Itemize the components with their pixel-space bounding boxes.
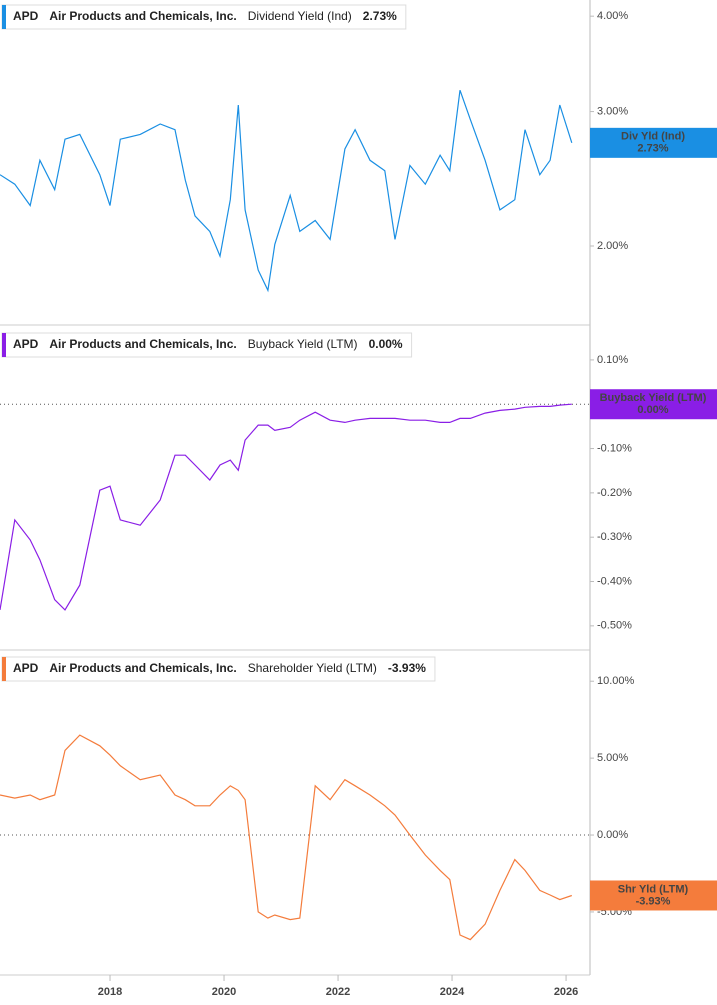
value-badge bbox=[590, 389, 717, 420]
badge-name: Div Yld (Ind) bbox=[621, 131, 685, 143]
series-line bbox=[0, 403, 572, 611]
header-value: 0.00% bbox=[369, 337, 403, 351]
company: Air Products and Chemicals, Inc. bbox=[49, 9, 236, 23]
header-stripe bbox=[2, 657, 6, 681]
badge-value: 0.00% bbox=[637, 404, 668, 416]
value-badge bbox=[590, 127, 717, 158]
badge-name: Shr Yld (LTM) bbox=[618, 883, 689, 895]
y-tick-label: 4.00% bbox=[597, 10, 628, 22]
x-tick-label: 2018 bbox=[98, 986, 122, 998]
x-tick-label: 2026 bbox=[554, 986, 578, 998]
y-tick-label: 0.00% bbox=[597, 829, 628, 841]
badge-name: Buyback Yield (LTM) bbox=[600, 392, 707, 404]
y-tick-label: -0.40% bbox=[597, 575, 632, 587]
y-tick-label: 10.00% bbox=[597, 675, 635, 687]
header-box bbox=[1, 4, 407, 30]
badge-value: -3.93% bbox=[636, 895, 671, 907]
x-tick-label: 2022 bbox=[326, 986, 350, 998]
series-name: Buyback Yield (LTM) bbox=[248, 337, 358, 351]
header-value: -3.93% bbox=[388, 661, 426, 675]
ticker: APD bbox=[13, 337, 39, 351]
y-tick-label: 5.00% bbox=[597, 752, 628, 764]
header-stripe bbox=[2, 333, 6, 357]
header-stripe bbox=[2, 5, 6, 29]
header-value: 2.73% bbox=[363, 9, 397, 23]
y-tick-label: 2.00% bbox=[597, 240, 628, 252]
series-line bbox=[0, 734, 572, 941]
ticker: APD bbox=[13, 661, 39, 675]
y-tick-label: 0.10% bbox=[597, 354, 628, 366]
value-badge bbox=[590, 880, 717, 911]
series-name: Shareholder Yield (LTM) bbox=[248, 661, 377, 675]
company: Air Products and Chemicals, Inc. bbox=[49, 661, 236, 675]
x-tick-label: 2020 bbox=[212, 986, 236, 998]
company: Air Products and Chemicals, Inc. bbox=[49, 337, 236, 351]
header-box bbox=[1, 332, 413, 358]
y-tick-label: -0.30% bbox=[597, 531, 632, 543]
y-tick-label: -0.10% bbox=[597, 442, 632, 454]
y-tick-label: -0.50% bbox=[597, 620, 632, 632]
badge-value: 2.73% bbox=[637, 143, 668, 155]
x-tick-label: 2024 bbox=[440, 986, 465, 998]
y-tick-label: 3.00% bbox=[597, 105, 628, 117]
series-name: Dividend Yield (Ind) bbox=[248, 9, 352, 23]
series-line bbox=[0, 90, 573, 293]
y-tick-label: -0.20% bbox=[597, 487, 632, 499]
ticker: APD bbox=[13, 9, 39, 23]
